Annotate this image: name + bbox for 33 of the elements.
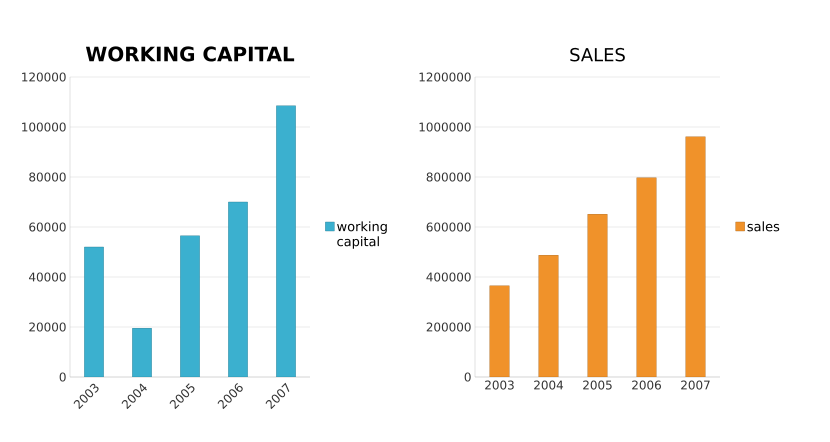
bar [180,236,200,377]
x-tick-label: 2007 [681,380,710,390]
x-tick-label: 2004 [534,380,564,390]
y-tick-label: 100000 [22,122,66,132]
bar [490,286,510,377]
bar [276,106,296,377]
y-tick-label: 20000 [29,322,66,332]
y-tick-label: 1200000 [420,72,471,82]
x-tick-label: 2003 [485,380,514,390]
y-tick-label: 0 [464,372,471,382]
y-tick-label: 120000 [22,72,66,82]
x-tick-label: 2005 [583,380,612,390]
y-tick-label: 600000 [426,222,471,232]
bar [132,328,152,377]
y-tick-label: 1000000 [420,122,471,132]
x-tick-label: 2006 [632,380,661,390]
y-tick-label: 60000 [29,222,66,232]
y-tick-label: 200000 [426,322,471,332]
bar [84,246,104,377]
y-tick-label: 400000 [426,272,471,282]
bar [228,202,248,377]
y-tick-label: 40000 [29,272,66,282]
legend-label: sales [748,221,780,232]
y-tick-label: 80000 [29,172,66,182]
legend-label: working capital [337,221,387,249]
bar [636,178,657,377]
bar [538,255,559,377]
y-tick-label: 0 [60,372,66,382]
y-tick-label: 800000 [426,172,471,182]
bar [588,214,608,377]
chart-title: WORKING CAPITAL [86,46,294,62]
bar [686,136,706,377]
chart-title: SALES [570,48,625,62]
